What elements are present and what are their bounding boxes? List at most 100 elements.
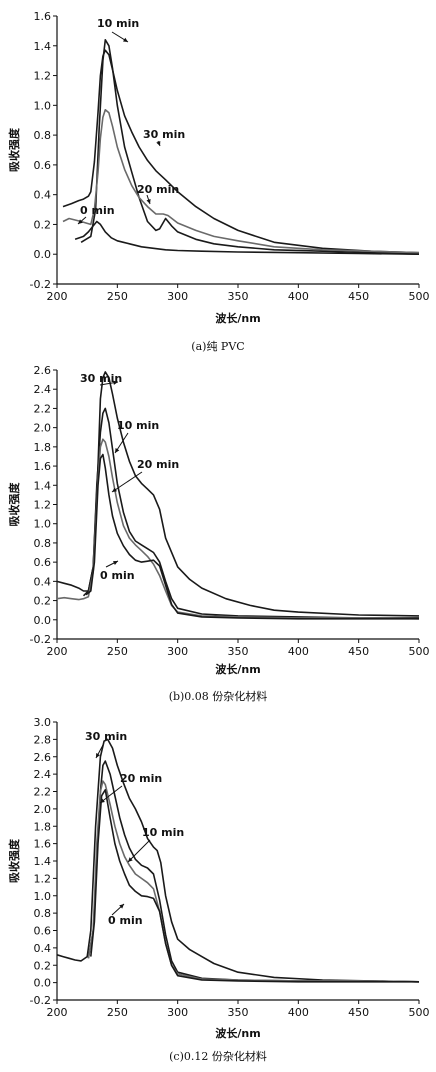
x-axis-label: 波长/nm [215, 311, 260, 325]
y-tick-label: 0.8 [34, 537, 52, 550]
y-tick-label: 2.2 [34, 786, 52, 799]
y-tick-label: 1.0 [34, 518, 52, 531]
y-tick-label: 0.2 [34, 959, 52, 972]
y-axis-label: 吸收强度 [7, 838, 21, 883]
annotation-label: 30 min [85, 730, 127, 743]
x-tick-label: 350 [228, 645, 249, 658]
panel-caption: (b)0.08 份杂化材料 [169, 689, 268, 703]
chart-0-12-hybrid: 200 250 300 350 400 450 500 -0.2 0.0 0.2 0.4 0.6 0.8… [7, 716, 430, 1063]
y-tick-label: 2.2 [34, 402, 52, 415]
y-tick-label: 2.8 [34, 733, 52, 746]
x-tick-label: 400 [288, 1006, 309, 1019]
annotation-label: 30 min [80, 372, 122, 385]
y-tick-label: 0.8 [34, 907, 52, 920]
y-tick-label: 0.4 [34, 942, 52, 955]
y-tick-label: 0.2 [34, 595, 52, 608]
x-tick-label: 450 [348, 645, 369, 658]
annotation-arrowhead [113, 380, 118, 385]
y-tick-label: 1.6 [34, 460, 52, 473]
x-tick-label: 250 [107, 290, 128, 303]
series-line-3 [74, 220, 420, 255]
annotation-label: 10 min [97, 17, 139, 30]
x-axis-label: 波长/nm [215, 662, 260, 676]
annotation-label: 30 min [143, 128, 185, 141]
y-tick-label: 2.6 [34, 751, 52, 764]
series-line-2 [62, 109, 420, 254]
y-tick-label: 1.4 [34, 855, 52, 868]
series-line-1 [82, 407, 419, 619]
y-tick-label: 0.6 [34, 556, 52, 569]
annotation-arrowhead [78, 219, 83, 224]
x-tick-label: 500 [409, 1006, 430, 1019]
chart-pure-pvc: 200 250 300 350 400 450 500 -0.2 0.0 0.2 0.4 0.6 0.8… [7, 10, 430, 353]
series-line-2 [56, 438, 420, 620]
y-tick-label: 2.4 [34, 383, 52, 396]
y-tick-label: 0.2 [34, 218, 52, 231]
annotation-arrowhead [123, 37, 128, 42]
y-tick-label: 2.0 [34, 803, 52, 816]
annotation-label: 0 min [100, 569, 135, 582]
y-tick-label: 0.0 [34, 614, 52, 627]
annotation-label: 20 min [120, 772, 162, 785]
x-tick-label: 400 [288, 290, 309, 303]
y-tick-label: 1.0 [34, 99, 52, 112]
y-tick-label: 2.6 [34, 364, 52, 377]
x-tick-label: 400 [288, 645, 309, 658]
x-tick-label: 200 [47, 1006, 68, 1019]
y-tick-label: 1.8 [34, 441, 52, 454]
y-tick-label: 1.2 [34, 872, 52, 885]
annotation-label: 0 min [80, 204, 115, 217]
series-line-1 [87, 760, 420, 983]
y-tick-label: 0.0 [34, 248, 52, 261]
annotation-label: 20 min [137, 183, 179, 196]
panel-caption: (c)0.12 份杂化材料 [169, 1049, 267, 1063]
y-tick-label: 3.0 [34, 716, 52, 729]
annotation-arrowhead [100, 798, 105, 803]
y-axis-label: 吸收强度 [7, 127, 21, 172]
annotation-arrowhead [112, 487, 117, 492]
series-line-3 [85, 453, 419, 620]
series-line-2 [87, 780, 420, 983]
x-tick-label: 300 [167, 645, 188, 658]
x-tick-label: 500 [409, 645, 430, 658]
y-tick-label: 1.6 [34, 10, 52, 23]
y-tick-label: 1.6 [34, 838, 52, 851]
annotation-arrow [99, 785, 123, 804]
series-line-1 [80, 39, 420, 255]
y-tick-label: -0.2 [30, 994, 51, 1007]
annotation-label: 20 min [137, 458, 179, 471]
y-tick-label: 1.4 [34, 479, 52, 492]
annotation-label: 10 min [117, 419, 159, 432]
series-line-3 [90, 789, 419, 983]
annotation-arrow [111, 471, 143, 493]
annotation-label: 10 min [142, 826, 184, 839]
x-axis-label: 波长/nm [215, 1026, 260, 1040]
annotation-arrowhead [146, 199, 151, 204]
y-tick-label: 1.0 [34, 890, 52, 903]
x-tick-label: 500 [409, 290, 430, 303]
x-tick-label: 200 [47, 290, 68, 303]
y-tick-label: 0.4 [34, 189, 52, 202]
y-tick-label: 1.2 [34, 70, 52, 83]
x-tick-label: 200 [47, 645, 68, 658]
y-tick-label: 2.4 [34, 768, 52, 781]
x-tick-label: 300 [167, 290, 188, 303]
y-tick-label: 0.4 [34, 575, 52, 588]
x-tick-label: 450 [348, 290, 369, 303]
x-tick-label: 250 [107, 1006, 128, 1019]
x-tick-label: 250 [107, 645, 128, 658]
annotation-arrowhead [128, 857, 133, 862]
y-tick-label: 2.0 [34, 422, 52, 435]
y-tick-label: 1.4 [34, 40, 52, 53]
y-tick-label: -0.2 [30, 633, 51, 646]
y-tick-label: 0.6 [34, 159, 52, 172]
annotation-label: 0 min [108, 914, 143, 927]
annotation-arrowhead [156, 141, 161, 146]
series-line-0 [62, 49, 420, 254]
annotation-arrowhead [113, 561, 118, 565]
y-tick-label: 0.6 [34, 925, 52, 938]
x-tick-label: 450 [348, 1006, 369, 1019]
annotation-arrowhead [119, 904, 124, 909]
x-tick-label: 350 [228, 290, 249, 303]
